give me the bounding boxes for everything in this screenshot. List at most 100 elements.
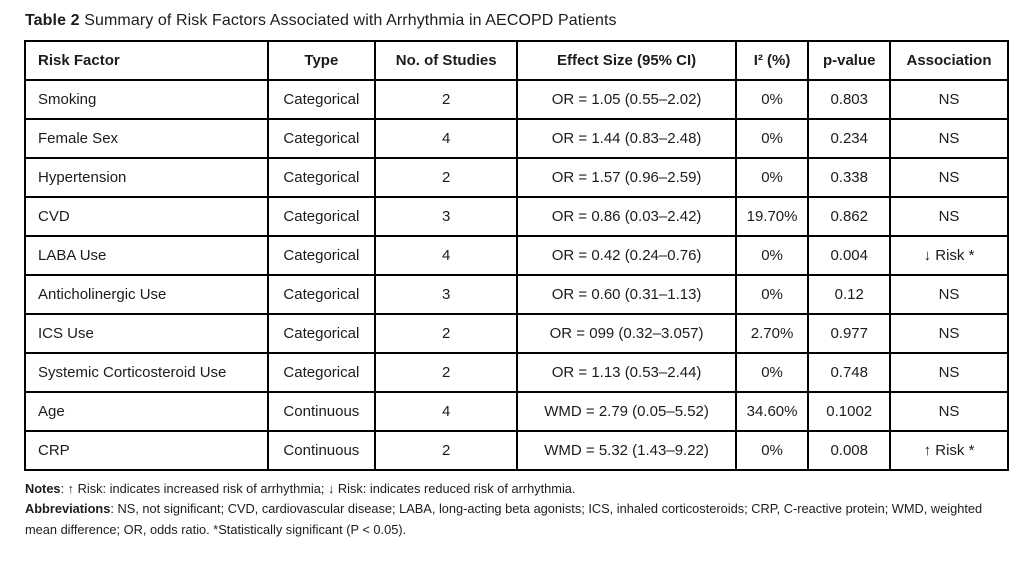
table-cell: LABA Use xyxy=(24,235,269,276)
table-cell: OR = 1.13 (0.53–2.44) xyxy=(516,352,737,393)
table-cell: Categorical xyxy=(266,274,376,315)
column-header: I² (%) xyxy=(734,40,810,81)
table-cell: 0.004 xyxy=(807,235,891,276)
table-cell: 0.12 xyxy=(807,274,891,315)
table-row: LABA Use Categorical 4 OR = 0.42 (0.24–0.76… xyxy=(24,235,1009,276)
table-cell: Smoking xyxy=(24,79,269,120)
notes-line: Notes: ↑ Risk: indicates increased risk … xyxy=(25,479,1015,499)
table-footnotes: Notes: ↑ Risk: indicates increased risk … xyxy=(25,479,1015,540)
table-cell: 4 xyxy=(373,118,519,159)
table-cell: Categorical xyxy=(266,118,376,159)
table-cell: Categorical xyxy=(266,352,376,393)
table-cell: ↑ Risk * xyxy=(889,430,1009,471)
table-cell: NS xyxy=(889,118,1009,159)
column-header: Type xyxy=(266,40,376,81)
table-cell: NS xyxy=(889,157,1009,198)
table-cell: 19.70% xyxy=(734,196,810,237)
column-header: Effect Size (95% CI) xyxy=(516,40,737,81)
table-cell: CRP xyxy=(24,430,269,471)
table-cell: 0.1002 xyxy=(807,391,891,432)
table-cell: OR = 1.57 (0.96–2.59) xyxy=(516,157,737,198)
table-cell: NS xyxy=(889,352,1009,393)
table-cell: Categorical xyxy=(266,196,376,237)
table-row: ICS Use Categorical 2 OR = 099 (0.32–3.057)… xyxy=(24,313,1009,354)
table-cell: Female Sex xyxy=(24,118,269,159)
column-header: Risk Factor xyxy=(24,40,269,81)
table-row: Female Sex Categorical 4 OR = 1.44 (0.83–2.… xyxy=(24,118,1009,159)
abbreviations-label: Abbreviations xyxy=(25,501,111,517)
table-title: Table 2 Summary of Risk Factors Associat… xyxy=(25,12,1008,30)
table-cell: 0.234 xyxy=(807,118,891,159)
table-cell: OR = 1.05 (0.55–2.02) xyxy=(516,79,737,120)
notes-label: Notes xyxy=(25,481,61,496)
table-cell: Categorical xyxy=(266,313,376,354)
table-row: Hypertension Categorical 2 OR = 1.57 (0.96–… xyxy=(24,157,1009,198)
table-row: Systemic Corticosteroid Use Categorical 2 O… xyxy=(24,352,1009,393)
table-cell: 2 xyxy=(373,313,519,354)
table-cell: Categorical xyxy=(266,79,376,120)
table-cell: OR = 1.44 (0.83–2.48) xyxy=(516,118,737,159)
table-cell: 2 xyxy=(373,430,519,471)
table-cell: NS xyxy=(889,196,1009,237)
risk-factors-table: Risk Factor Type No. of Studies Effect Size… xyxy=(24,40,1009,471)
table-cell: OR = 099 (0.32–3.057) xyxy=(516,313,737,354)
table-cell: 2 xyxy=(373,157,519,198)
table-cell: 2 xyxy=(373,352,519,393)
table-cell: 0.008 xyxy=(807,430,891,471)
column-header: Association xyxy=(889,40,1009,81)
table-cell: WMD = 5.32 (1.43–9.22) xyxy=(516,430,737,471)
table-cell: Continuous xyxy=(266,391,376,432)
table-cell: 0.862 xyxy=(807,196,891,237)
table-cell: Categorical xyxy=(266,235,376,276)
table-number-label: Table 2 xyxy=(25,12,80,29)
table-cell: Categorical xyxy=(266,157,376,198)
table-cell: 0.748 xyxy=(807,352,891,393)
table-header: Risk Factor Type No. of Studies Effect Size… xyxy=(24,40,1009,81)
table-body: Smoking Categorical 2 OR = 1.05 (0.55–2.02)… xyxy=(24,79,1009,471)
table-cell: 0% xyxy=(734,430,810,471)
table-title-text: Summary of Risk Factors Associated with … xyxy=(79,12,617,29)
table-row: CRP Continuous 2 WMD = 5.32 (1.43–9.22) 0% 0.… xyxy=(24,430,1009,471)
table-cell: ICS Use xyxy=(24,313,269,354)
table-cell: 0% xyxy=(734,274,810,315)
column-header: p-value xyxy=(807,40,891,81)
table-cell: 3 xyxy=(373,196,519,237)
table-cell: OR = 0.60 (0.31–1.13) xyxy=(516,274,737,315)
table-cell: NS xyxy=(889,274,1009,315)
table-cell: NS xyxy=(889,79,1009,120)
abbreviations-text: : NS, not significant; CVD, cardiovascul… xyxy=(25,501,983,537)
table-row: Age Continuous 4 WMD = 2.79 (0.05–5.52) 34.6… xyxy=(24,391,1009,432)
table-cell: 0% xyxy=(734,235,810,276)
table-cell: 3 xyxy=(373,274,519,315)
table-cell: 4 xyxy=(373,235,519,276)
abbreviations-line: Abbreviations: NS, not significant; CVD,… xyxy=(25,499,1015,540)
table-cell: 0% xyxy=(734,157,810,198)
table-cell: 2.70% xyxy=(734,313,810,354)
table-row: Anticholinergic Use Categorical 3 OR = 0.60… xyxy=(24,274,1009,315)
table-cell: 0.803 xyxy=(807,79,891,120)
table-cell: OR = 0.42 (0.24–0.76) xyxy=(516,235,737,276)
table-row: CVD Categorical 3 OR = 0.86 (0.03–2.42) 19.7… xyxy=(24,196,1009,237)
table-cell: Systemic Corticosteroid Use xyxy=(24,352,269,393)
table-cell: 0% xyxy=(734,118,810,159)
table-cell: OR = 0.86 (0.03–2.42) xyxy=(516,196,737,237)
table-cell: Age xyxy=(24,391,269,432)
table-cell: 0% xyxy=(734,352,810,393)
table-cell: Anticholinergic Use xyxy=(24,274,269,315)
table-cell: 34.60% xyxy=(734,391,810,432)
table-cell: ↓ Risk * xyxy=(889,235,1009,276)
table-cell: 2 xyxy=(373,79,519,120)
table-cell: 0% xyxy=(734,79,810,120)
table-cell: 0.338 xyxy=(807,157,891,198)
table-cell: CVD xyxy=(24,196,269,237)
notes-text: : ↑ Risk: indicates increased risk of ar… xyxy=(60,481,576,496)
table-cell: NS xyxy=(889,313,1009,354)
table-cell: 0.977 xyxy=(807,313,891,354)
table-cell: 4 xyxy=(373,391,519,432)
table-row: Smoking Categorical 2 OR = 1.05 (0.55–2.02)… xyxy=(24,79,1009,120)
column-header: No. of Studies xyxy=(373,40,519,81)
table-cell: NS xyxy=(889,391,1009,432)
table-cell: Continuous xyxy=(266,430,376,471)
header-row: Risk Factor Type No. of Studies Effect Size… xyxy=(24,40,1009,81)
